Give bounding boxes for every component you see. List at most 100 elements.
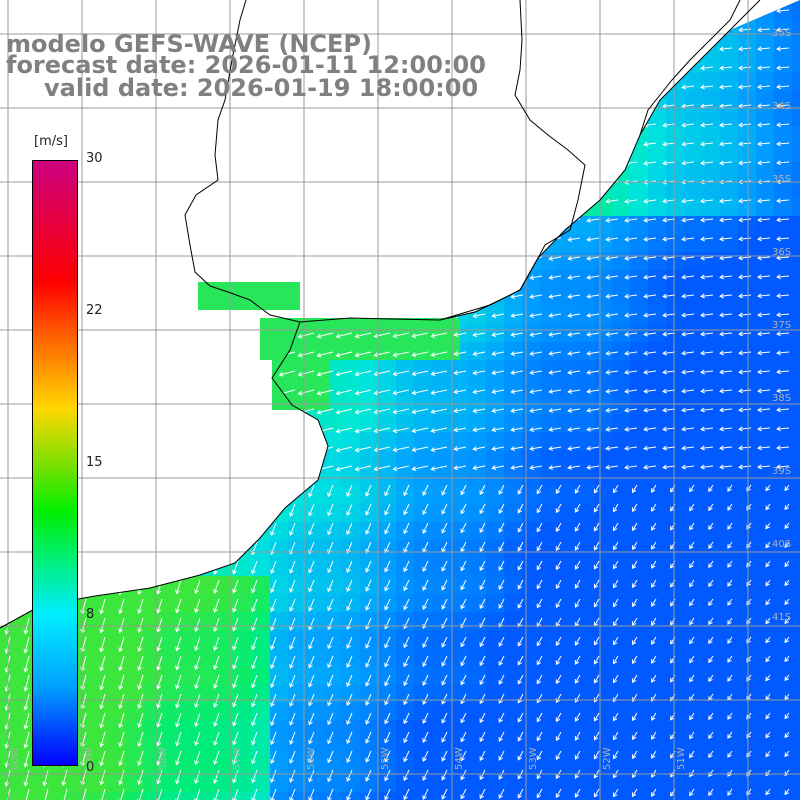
wind-cell xyxy=(162,666,180,684)
wind-arrow xyxy=(644,85,657,89)
wind-arrowhead xyxy=(13,163,18,169)
wind-cell xyxy=(396,180,414,198)
wind-arrow xyxy=(758,85,771,88)
wind-cell xyxy=(540,126,558,144)
wind-arrowhead xyxy=(662,293,667,299)
wind-arrowhead xyxy=(137,533,142,538)
wind-arrow xyxy=(720,123,733,126)
wind-arrowhead xyxy=(738,407,743,413)
wind-cell xyxy=(288,774,306,792)
wind-cell xyxy=(792,738,800,756)
wind-arrow xyxy=(454,427,467,431)
wind-arrowhead xyxy=(643,350,648,356)
wind-cell xyxy=(0,432,18,450)
wind-arrow xyxy=(498,560,505,571)
wind-cell xyxy=(684,396,702,414)
wind-arrow xyxy=(777,161,790,164)
wind-arrowhead xyxy=(757,407,762,413)
wind-arrow xyxy=(374,370,391,376)
wind-cell xyxy=(756,180,774,198)
wind-arrow xyxy=(317,313,334,319)
wind-arrowhead xyxy=(567,350,573,356)
wind-cell xyxy=(558,792,576,800)
wind-arrow xyxy=(13,161,30,168)
wind-arrowhead xyxy=(232,645,237,651)
wind-arrowhead xyxy=(213,664,218,670)
wind-cell xyxy=(162,288,180,306)
wind-arrowhead xyxy=(624,122,629,128)
wind-cell xyxy=(486,0,504,18)
wind-cell xyxy=(234,504,252,522)
wind-arrow xyxy=(251,636,258,650)
wind-cell xyxy=(504,54,522,72)
wind-arrow xyxy=(758,370,771,373)
wind-cell xyxy=(360,360,378,378)
wind-arrowhead xyxy=(126,334,132,340)
wind-arrowhead xyxy=(567,274,573,280)
wind-arrow xyxy=(146,389,163,396)
wind-arrowhead xyxy=(472,313,478,319)
wind-arrow xyxy=(241,446,258,452)
wind-arrow xyxy=(536,617,543,627)
wind-arrowhead xyxy=(593,640,599,646)
wind-cell xyxy=(306,522,324,540)
wind-arrow xyxy=(517,560,524,571)
wind-arrow xyxy=(336,427,353,433)
wind-arrow xyxy=(651,522,657,531)
wind-cell xyxy=(450,504,468,522)
wind-cell xyxy=(0,684,18,702)
wind-arrow xyxy=(13,275,30,282)
wind-arrow xyxy=(701,351,714,354)
wind-arrowhead xyxy=(392,10,398,16)
wind-arrow xyxy=(701,237,714,240)
wind-arrowhead xyxy=(517,584,523,590)
wind-arrowhead xyxy=(99,571,105,577)
wind-cell xyxy=(792,198,800,216)
wind-arrow xyxy=(454,408,467,412)
wind-arrowhead xyxy=(88,11,94,17)
wind-arrow xyxy=(606,161,619,165)
wind-arrow xyxy=(594,522,600,532)
wind-arrowhead xyxy=(88,201,94,207)
wind-cell xyxy=(720,666,738,684)
wind-cell xyxy=(288,234,306,252)
wind-arrowhead xyxy=(240,428,246,434)
wind-cell xyxy=(792,594,800,612)
wind-arrow xyxy=(739,66,752,69)
wind-cell xyxy=(792,90,800,108)
wind-cell xyxy=(324,756,342,774)
wind-cell xyxy=(342,774,360,792)
wind-arrowhead xyxy=(689,525,694,531)
wind-cell xyxy=(594,576,612,594)
wind-cell xyxy=(0,540,18,558)
wind-arrow xyxy=(384,579,391,591)
wind-arrow xyxy=(549,446,562,450)
wind-arrow xyxy=(298,446,315,452)
wind-cell xyxy=(540,756,558,774)
wind-arrow xyxy=(587,85,600,89)
wind-arrowhead xyxy=(289,663,294,669)
wind-cell xyxy=(342,396,360,414)
wind-arrowhead xyxy=(183,201,189,207)
wind-cell xyxy=(342,540,360,558)
wind-arrowhead xyxy=(632,545,637,551)
wind-cell xyxy=(504,468,522,486)
wind-cell xyxy=(540,378,558,396)
wind-arrow xyxy=(498,522,505,533)
wind-arrow xyxy=(138,522,144,538)
wind-cell xyxy=(630,576,648,594)
wind-arrow xyxy=(777,123,790,126)
wind-arrowhead xyxy=(605,198,611,204)
wind-cell xyxy=(270,162,288,180)
wind-arrow xyxy=(176,579,182,594)
wind-arrowhead xyxy=(453,427,459,433)
wind-arrow xyxy=(260,9,277,15)
wind-cell xyxy=(522,468,540,486)
wind-arrow xyxy=(701,199,714,202)
wind-cell xyxy=(108,342,126,360)
wind-arrowhead xyxy=(555,546,561,552)
wind-arrow xyxy=(701,85,714,88)
wind-cell xyxy=(738,216,756,234)
wind-cell xyxy=(504,450,522,468)
